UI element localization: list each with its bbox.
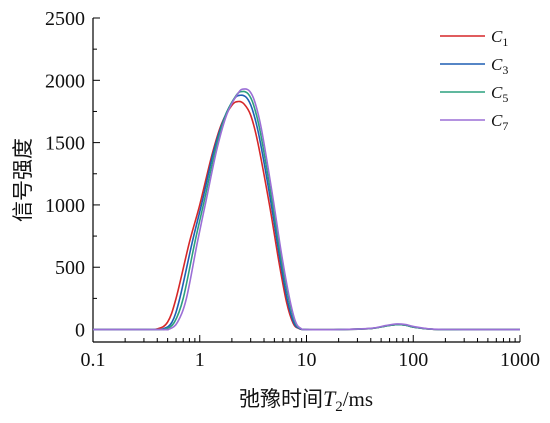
x-tick-label: 1 bbox=[195, 349, 205, 371]
series-line-C5 bbox=[92, 90, 521, 331]
x-axis-title-sub: 2 bbox=[335, 399, 343, 415]
x-axis-title-var: T bbox=[323, 386, 337, 411]
y-ticks: 0 500 1000 1500 2000 2500 bbox=[45, 8, 100, 342]
series-line-C3 bbox=[92, 94, 521, 331]
x-axis-title-main: 弛豫时间 bbox=[239, 387, 323, 411]
x-tick-label: 100 bbox=[398, 349, 428, 371]
y-tick-label: 2500 bbox=[45, 8, 85, 30]
y-tick-label: 2000 bbox=[45, 70, 85, 92]
series-group bbox=[92, 88, 521, 331]
legend-label: C7 bbox=[491, 111, 508, 133]
y-tick-label: 1000 bbox=[45, 195, 85, 217]
series-line-C7 bbox=[92, 88, 521, 331]
y-tick-label: 500 bbox=[55, 257, 85, 279]
x-tick-label: 1000 bbox=[500, 349, 540, 371]
series-line-C1 bbox=[92, 100, 521, 331]
legend: C1 C3 C5 C7 bbox=[440, 27, 508, 133]
y-tick-label: 0 bbox=[75, 320, 85, 342]
x-axis-title-unit: /ms bbox=[343, 387, 373, 411]
legend-label: C3 bbox=[491, 55, 508, 77]
x-tick-label: 10 bbox=[297, 349, 317, 371]
legend-label: C5 bbox=[491, 83, 508, 105]
x-axis-title: 弛豫时间T2/ms bbox=[239, 386, 373, 415]
x-ticks: 0.1 1 10 100 1000 bbox=[81, 335, 540, 371]
legend-label: C1 bbox=[491, 27, 508, 49]
y-axis-title: 信号强度 bbox=[11, 138, 35, 222]
x-tick-label: 0.1 bbox=[81, 349, 106, 371]
y-tick-label: 1500 bbox=[45, 133, 85, 155]
